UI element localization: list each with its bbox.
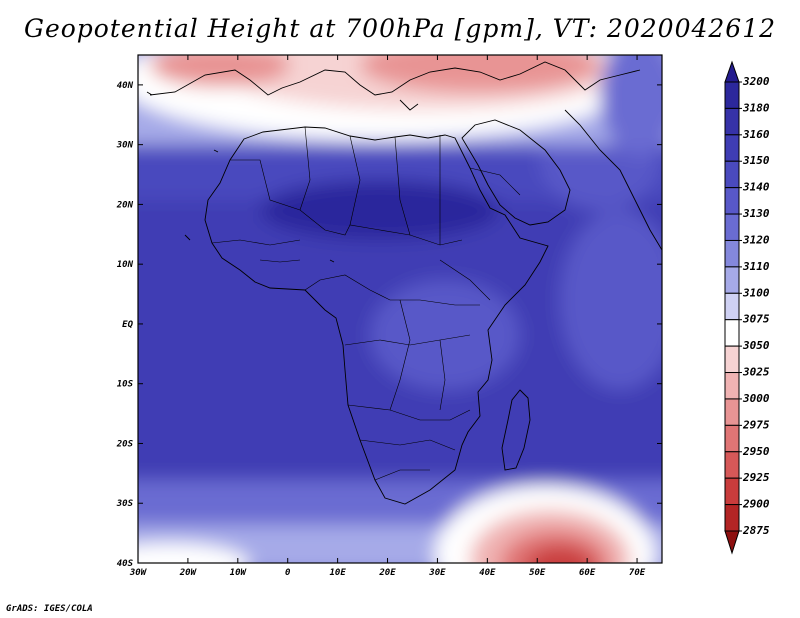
colorbar-label: 3075 <box>742 313 770 326</box>
lat-tick-label: 40S <box>117 559 134 569</box>
colorbar-label: 3150 <box>742 154 770 167</box>
grads-credit: GrADS: IGES/COLA <box>6 604 93 614</box>
lon-tick-label: 10E <box>329 568 346 578</box>
colorbar-swatch <box>724 134 740 162</box>
colorbar-swatch <box>724 160 740 189</box>
coastlines <box>146 61 662 505</box>
colorbar-label: 3000 <box>742 392 770 405</box>
colorbar-swatch <box>724 398 740 426</box>
lon-tick-label: 50E <box>529 568 546 578</box>
colorbar-label: 3110 <box>742 260 770 273</box>
lon-tick-label: 20W <box>179 568 198 578</box>
colorbar-label: 3180 <box>742 101 770 114</box>
colorbar-swatch <box>724 477 740 506</box>
colorbar-label: 3160 <box>742 128 770 141</box>
lon-tick-label: 30W <box>129 568 148 578</box>
map-frame: 40N 30N 20N 10N EQ 10S 20S 30S 40S 30W 20W 10W 0 10E… <box>116 54 663 578</box>
colorbar-swatch <box>724 107 740 136</box>
lon-tick-label: 40E <box>479 568 496 578</box>
colorbar-swatch <box>724 424 740 453</box>
colorbar-label: 3025 <box>742 366 770 379</box>
lon-tick-label: 60E <box>579 568 596 578</box>
colorbar-bottom-arrow <box>724 530 740 555</box>
colorbar-label: 2950 <box>742 445 770 458</box>
lat-tick-label: 20N <box>116 200 134 210</box>
lon-tick-label: 0 <box>285 568 291 578</box>
colorbar-swatch <box>724 372 740 400</box>
colorbar-label: 2975 <box>742 418 770 431</box>
colorbar-swatch <box>724 345 740 374</box>
colorbar-label: 2900 <box>742 498 770 511</box>
colorbar-swatch <box>724 266 740 294</box>
colorbar: 3200 3180 3160 3150 3140 3130 3120 3110 3100 3075… <box>724 60 770 555</box>
colorbar-swatch <box>724 213 740 241</box>
colorbar-swatch <box>724 239 740 268</box>
colorbar-swatch <box>724 187 740 215</box>
map-title: Geopotential Height at 700hPa [gpm], VT:… <box>23 14 777 43</box>
lon-tick-label: 20E <box>378 568 396 578</box>
lon-tick-label: 30E <box>428 568 446 578</box>
colorbar-label: 3100 <box>742 286 770 299</box>
lat-tick-label: 40N <box>117 81 134 91</box>
lat-tick-label: 10S <box>117 380 134 390</box>
colorbar-swatch <box>724 81 740 109</box>
height-field <box>138 55 662 563</box>
lat-tick-label: EQ <box>122 320 133 330</box>
lat-tick-label: 30N <box>116 141 134 151</box>
colorbar-label: 2925 <box>742 471 770 484</box>
lon-tick-label: 10W <box>230 568 248 578</box>
colorbar-label: 3140 <box>742 181 770 194</box>
colorbar-swatch <box>724 292 740 321</box>
colorbar-label: 3130 <box>742 207 770 220</box>
colorbar-swatch <box>724 319 740 347</box>
colorbar-label: 3200 <box>742 75 770 88</box>
lat-tick-label: 30S <box>116 499 134 509</box>
lon-tick-label: 70E <box>629 568 646 578</box>
colorbar-label: 2875 <box>742 524 770 537</box>
colorbar-label: 3120 <box>742 233 770 246</box>
colorbar-top-arrow <box>724 60 740 83</box>
lat-tick-label: 10N <box>117 260 134 270</box>
lat-tick-label: 20S <box>116 439 134 449</box>
colorbar-label: 3050 <box>742 339 770 352</box>
colorbar-swatch <box>724 451 740 479</box>
colorbar-swatch <box>724 504 740 532</box>
country-borders <box>211 126 521 481</box>
